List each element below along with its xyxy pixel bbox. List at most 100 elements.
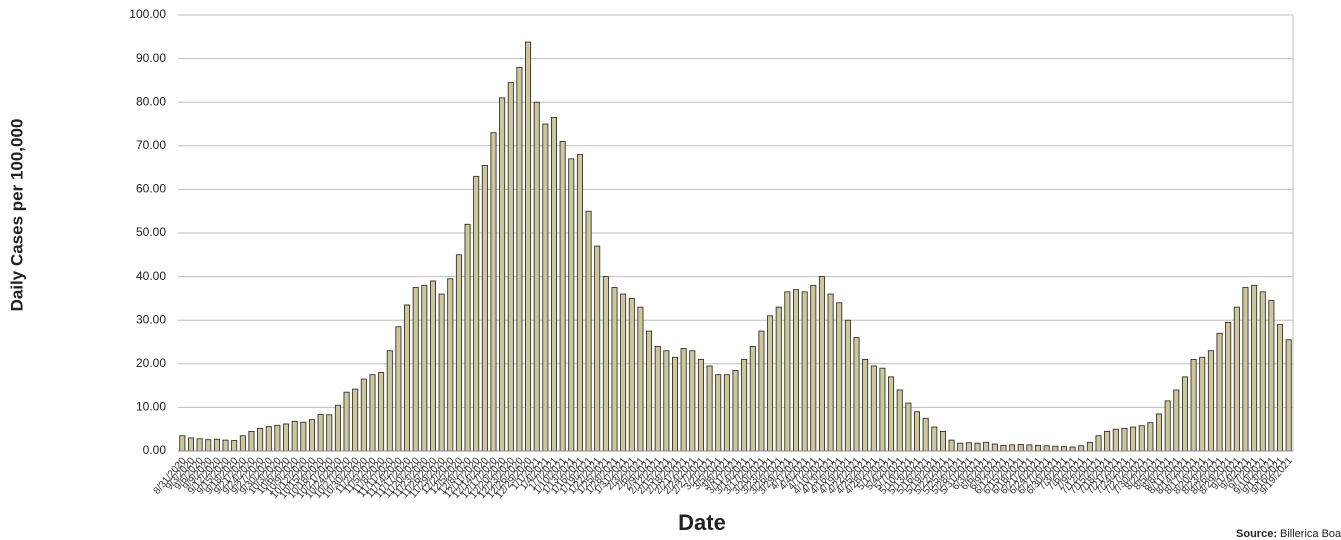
bar bbox=[741, 359, 748, 452]
bar bbox=[732, 369, 739, 452]
bar bbox=[239, 435, 246, 452]
bar bbox=[991, 443, 998, 452]
bar bbox=[421, 284, 428, 452]
y-tick-label: 10.00 bbox=[136, 400, 166, 414]
bar bbox=[844, 319, 851, 452]
bar bbox=[948, 439, 955, 452]
y-tick-label: 30.00 bbox=[136, 312, 166, 326]
y-axis-label: Daily Cases per 100,000 bbox=[7, 119, 26, 312]
bar bbox=[1147, 422, 1154, 452]
source: Billerica Board bbox=[1280, 528, 1341, 540]
bar bbox=[179, 435, 186, 452]
bar bbox=[213, 438, 220, 452]
bar bbox=[231, 440, 238, 452]
y-tick-label: 0.00 bbox=[143, 443, 167, 457]
bar bbox=[1043, 445, 1050, 452]
bar bbox=[888, 376, 895, 452]
bar bbox=[1026, 444, 1033, 452]
bar bbox=[767, 315, 774, 452]
bar bbox=[429, 280, 436, 452]
bar bbox=[654, 345, 661, 452]
bar bbox=[525, 41, 532, 452]
bar bbox=[914, 411, 921, 452]
bar bbox=[1251, 284, 1258, 452]
x-axis-label: Date bbox=[678, 510, 726, 535]
bar bbox=[1086, 441, 1093, 452]
bar bbox=[646, 330, 653, 452]
bar bbox=[343, 391, 350, 452]
bar bbox=[248, 430, 255, 452]
bar bbox=[1207, 350, 1214, 452]
bar bbox=[395, 326, 402, 452]
y-tick-label: 80.00 bbox=[136, 94, 166, 108]
bar bbox=[672, 356, 678, 452]
bar bbox=[749, 345, 756, 452]
bar bbox=[464, 223, 471, 452]
bar bbox=[438, 293, 445, 452]
bar bbox=[1156, 413, 1163, 452]
bar bbox=[974, 442, 981, 452]
bar bbox=[1112, 428, 1119, 452]
bar bbox=[810, 284, 817, 452]
bar bbox=[205, 439, 212, 452]
y-tick-label: 70.00 bbox=[136, 138, 166, 152]
bar bbox=[1199, 356, 1206, 452]
bar bbox=[1216, 332, 1223, 452]
bar bbox=[559, 141, 566, 452]
bar bbox=[326, 414, 333, 452]
bar bbox=[291, 420, 298, 452]
bar bbox=[533, 101, 540, 452]
bar bbox=[1190, 359, 1197, 452]
bar bbox=[257, 427, 264, 452]
bar bbox=[680, 348, 687, 452]
bar bbox=[507, 82, 514, 452]
bar bbox=[697, 359, 704, 452]
bar bbox=[818, 276, 825, 452]
y-tick-label: 50.00 bbox=[136, 225, 166, 239]
bar bbox=[1060, 446, 1067, 452]
bar bbox=[602, 276, 609, 452]
bar bbox=[1069, 446, 1076, 452]
bar bbox=[689, 350, 696, 452]
bar bbox=[455, 254, 462, 452]
bar bbox=[1104, 430, 1111, 452]
bar bbox=[1285, 339, 1292, 452]
bar bbox=[715, 374, 722, 452]
bar bbox=[922, 417, 929, 452]
y-tick-label: 20.00 bbox=[136, 356, 166, 370]
bar bbox=[896, 389, 903, 452]
bar bbox=[490, 132, 497, 452]
bar bbox=[1138, 425, 1145, 452]
bar bbox=[1017, 444, 1024, 452]
bar bbox=[1052, 445, 1059, 452]
bar bbox=[317, 413, 324, 452]
bar bbox=[1242, 287, 1249, 452]
bar bbox=[1277, 324, 1284, 452]
bar bbox=[412, 287, 419, 452]
bar bbox=[931, 426, 938, 452]
bar bbox=[706, 365, 713, 452]
bar bbox=[550, 117, 557, 452]
y-tick-label: 90.00 bbox=[136, 51, 166, 65]
bar bbox=[836, 302, 843, 452]
bar bbox=[1181, 376, 1188, 452]
bar bbox=[775, 306, 782, 452]
bar bbox=[1130, 426, 1137, 452]
source-label: Source: bbox=[1236, 528, 1277, 540]
bar bbox=[1259, 291, 1266, 452]
bar bbox=[1164, 400, 1171, 452]
bar bbox=[516, 66, 523, 452]
bar bbox=[265, 426, 272, 452]
bar bbox=[283, 423, 290, 452]
bar bbox=[334, 404, 341, 452]
bar bbox=[300, 421, 307, 452]
bar bbox=[1009, 444, 1016, 452]
bar bbox=[386, 350, 393, 452]
bar bbox=[637, 306, 644, 452]
bar bbox=[879, 367, 886, 452]
bar bbox=[663, 350, 670, 452]
bar bbox=[360, 378, 367, 452]
bar bbox=[404, 304, 411, 452]
bar bbox=[853, 337, 860, 452]
